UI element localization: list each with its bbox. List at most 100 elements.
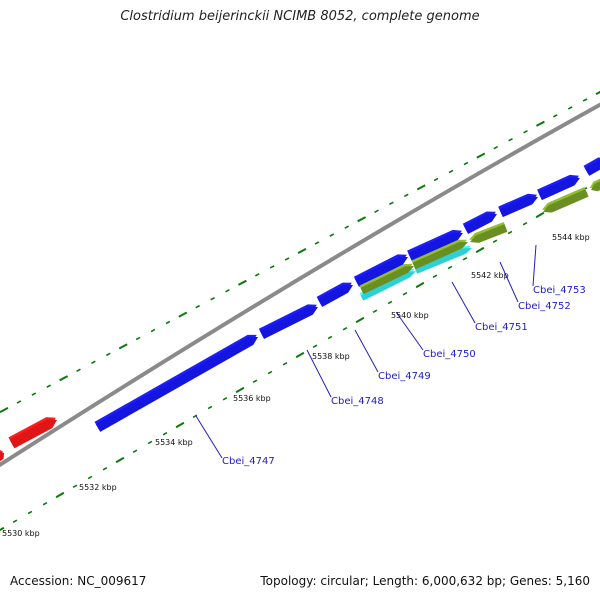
tick-mark <box>523 130 528 134</box>
tick-mark <box>493 145 499 150</box>
position-label: 5532 kbp <box>79 483 117 492</box>
gene-arrow-4754 <box>537 174 580 201</box>
tick-mark <box>522 221 528 226</box>
callout-line <box>499 261 519 303</box>
tick-mark <box>55 491 65 499</box>
feature-track <box>359 178 600 301</box>
map-title: Clostridium beijerinckii NCIMB 8052, com… <box>120 9 480 24</box>
feature-cyan-1 <box>359 268 416 301</box>
tick-mark <box>87 475 93 480</box>
tick-mark <box>535 211 545 219</box>
inner-tick-ring <box>0 178 600 532</box>
tick-mark <box>297 247 307 255</box>
tick-mark <box>492 239 498 244</box>
accession-text: Accession: NC_009617 <box>10 574 147 588</box>
feature-green-1 <box>359 263 414 295</box>
tick-mark <box>210 296 215 301</box>
tick-mark <box>76 368 81 372</box>
tick-mark <box>389 201 394 206</box>
tick-mark <box>387 300 393 305</box>
tick-mark <box>447 265 453 270</box>
tick-mark <box>448 169 454 174</box>
feature-green-3 <box>469 221 508 243</box>
callout-line <box>532 244 537 287</box>
gene-callouts: Cbei_4747 Cbei_4748 Cbei_4749 Cbei_4750 Cbei… <box>195 244 586 467</box>
gene-arrow-reverse-2 <box>0 450 4 462</box>
gene-arrow-cbei-4751 <box>407 229 463 262</box>
tick-mark <box>535 120 545 127</box>
tick-mark <box>0 526 5 532</box>
position-label: 5544 kbp <box>552 233 590 242</box>
tick-mark <box>284 257 290 261</box>
callout-line <box>451 281 476 324</box>
callout-line <box>306 349 332 398</box>
tick-mark <box>476 152 486 159</box>
tick-mark <box>432 274 438 279</box>
gene-label: Cbei_4751 <box>475 322 528 333</box>
tick-mark <box>342 326 348 331</box>
tick-mark <box>327 335 333 340</box>
tick-mark <box>329 233 335 237</box>
tick-mark <box>357 216 367 223</box>
tick-mark <box>27 510 33 515</box>
gene-arrow-cbei-4750 <box>353 254 408 288</box>
tick-mark <box>165 320 171 325</box>
gene-label: Cbei_4753 <box>533 285 586 296</box>
gene-arrow-4755 <box>583 157 600 176</box>
tick-mark <box>150 328 156 333</box>
feature-green-5 <box>589 178 600 192</box>
position-label: 5540 kbp <box>391 311 429 320</box>
tick-mark <box>433 177 439 182</box>
tick-mark <box>192 414 198 419</box>
tick-mark <box>267 370 273 375</box>
tick-mark <box>207 405 213 410</box>
tick-mark <box>415 281 425 289</box>
tick-mark <box>252 379 258 384</box>
gene-label: Cbei_4752 <box>518 301 571 312</box>
tick-mark <box>402 291 408 296</box>
feature-cyan-2 <box>413 245 472 274</box>
tick-mark <box>295 351 305 359</box>
tick-mark <box>552 114 558 118</box>
position-labels: 5530 kbp 5532 kbp 5534 kbp 5536 kbp 5538 kbp… <box>2 233 590 538</box>
position-label: 5530 kbp <box>2 529 40 538</box>
gene-label: Cbei_4749 <box>378 371 431 382</box>
callout-line <box>195 415 223 459</box>
tick-mark <box>312 344 318 349</box>
feature-green-4 <box>542 187 589 213</box>
tick-mark <box>372 309 378 314</box>
tick-mark <box>72 484 78 489</box>
tick-mark <box>416 184 426 191</box>
gene-arrow-cbei-4749 <box>316 282 353 307</box>
tick-mark <box>235 386 245 394</box>
position-label: 5538 kbp <box>312 352 350 361</box>
tick-mark <box>162 431 168 436</box>
tick-mark <box>46 384 52 388</box>
tick-mark <box>475 246 485 254</box>
outer-tick-ring <box>0 90 600 414</box>
tick-mark <box>582 98 588 102</box>
position-label: 5536 kbp <box>233 394 271 403</box>
gene-label: Cbei_4747 <box>222 456 275 467</box>
position-label: 5534 kbp <box>155 438 193 447</box>
tick-mark <box>254 273 260 277</box>
tick-mark <box>175 421 185 429</box>
feature-green-2 <box>411 239 468 270</box>
tick-mark <box>269 265 275 269</box>
gene-track <box>0 157 600 462</box>
tick-mark <box>105 352 111 357</box>
tick-mark <box>403 193 409 198</box>
tick-mark <box>31 392 37 396</box>
tick-mark <box>314 241 320 245</box>
tick-mark <box>222 396 228 401</box>
tick-mark <box>463 161 469 166</box>
gene-arrow-cbei-4747 <box>94 334 259 432</box>
tick-mark <box>282 361 288 366</box>
tick-mark <box>132 449 138 454</box>
gene-label: Cbei_4750 <box>423 349 476 360</box>
tick-mark <box>91 360 96 365</box>
gene-arrow-cbei-4748 <box>258 304 318 340</box>
tick-mark <box>147 440 153 445</box>
tick-mark <box>508 137 513 142</box>
